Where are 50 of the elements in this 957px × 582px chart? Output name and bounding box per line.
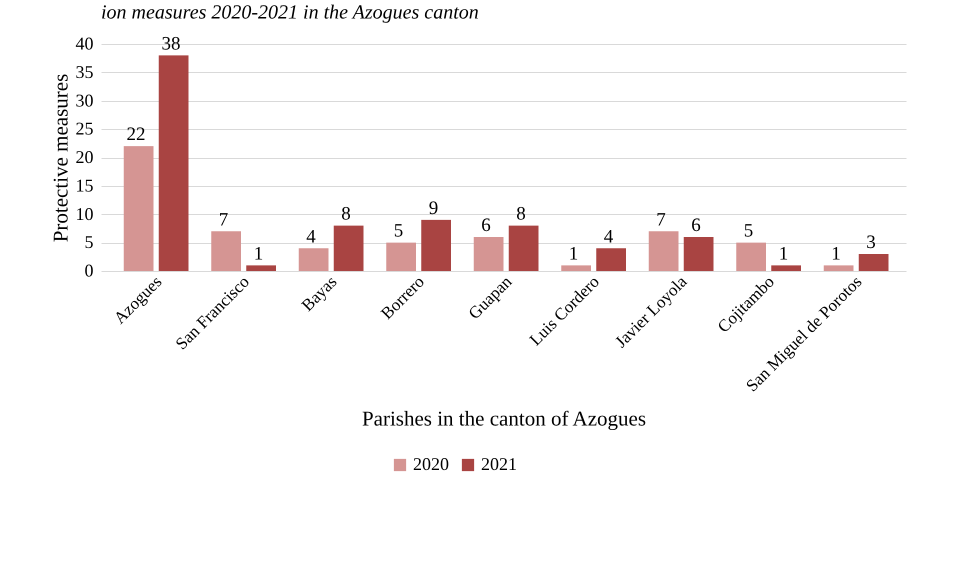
bar	[124, 146, 154, 271]
y-tick-label: 10	[76, 204, 94, 224]
data-label: 7	[656, 209, 666, 230]
bar	[596, 248, 626, 271]
data-label: 5	[744, 220, 754, 242]
bar	[158, 55, 188, 271]
bar	[334, 226, 364, 271]
y-tick-label: 25	[76, 118, 94, 139]
y-tick-label: 0	[84, 260, 94, 280]
y-tick-label: 15	[76, 175, 94, 196]
bar	[858, 254, 888, 271]
bar	[648, 231, 678, 271]
chart-title: ion measures 2020-2021 in the Azogues canton	[101, 1, 479, 24]
bar	[211, 231, 241, 271]
data-label: 9	[428, 198, 438, 219]
x-axis-title: Parishes in the canton of Azogues	[362, 406, 646, 431]
y-tick-label: 40	[76, 34, 94, 54]
bar	[474, 236, 504, 271]
bar	[771, 265, 801, 271]
data-label: 38	[162, 33, 180, 54]
y-tick-label: 35	[76, 62, 94, 82]
bar	[824, 265, 854, 271]
bar	[736, 242, 766, 271]
data-label: 5	[394, 220, 404, 242]
legend-label: 2020	[413, 454, 449, 474]
data-label: 22	[126, 124, 146, 146]
bar	[246, 265, 276, 271]
data-label: 6	[691, 214, 701, 236]
data-label: 8	[516, 204, 526, 225]
data-label: 1	[568, 243, 578, 264]
y-axis-title: Protective measures	[48, 74, 72, 242]
bar	[684, 236, 714, 271]
y-tick-label: 30	[76, 90, 94, 110]
bar	[561, 265, 591, 271]
data-label: 3	[866, 232, 876, 253]
data-label: 1	[778, 243, 788, 264]
data-label: 1	[831, 243, 841, 264]
data-label: 1	[254, 243, 264, 264]
y-tick-label: 5	[84, 232, 94, 252]
bar	[386, 242, 416, 271]
data-label: 4	[306, 226, 316, 248]
data-label: 6	[481, 214, 491, 236]
bar	[298, 248, 328, 271]
data-label: 4	[604, 226, 614, 248]
data-label: 8	[341, 204, 351, 225]
data-label: 7	[218, 209, 228, 230]
legend-label: 2021	[481, 454, 517, 474]
bar	[421, 220, 451, 271]
y-tick-label: 20	[76, 147, 94, 167]
bar	[508, 226, 538, 271]
